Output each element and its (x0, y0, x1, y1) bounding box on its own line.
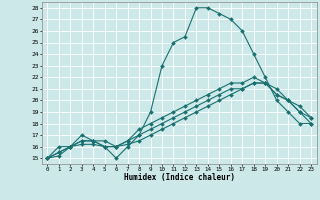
X-axis label: Humidex (Indice chaleur): Humidex (Indice chaleur) (124, 173, 235, 182)
